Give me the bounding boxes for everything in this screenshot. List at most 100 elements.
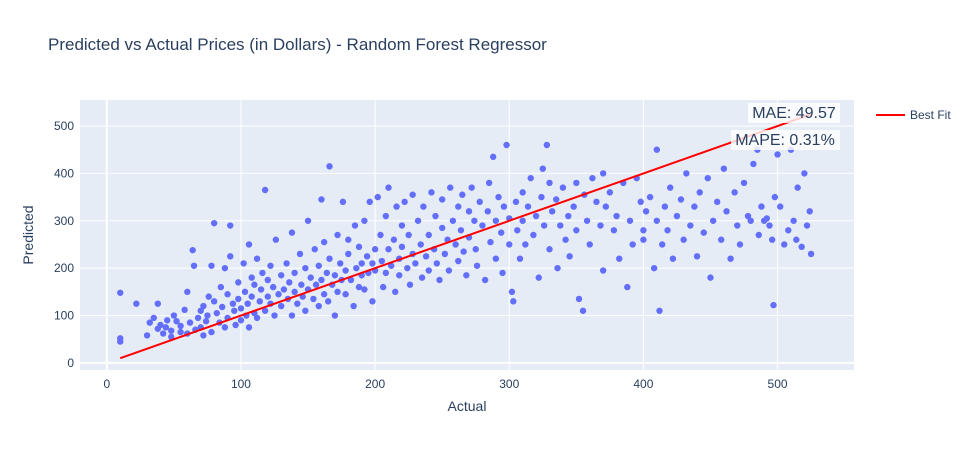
scatter-point[interactable] [452,241,459,248]
scatter-point[interactable] [342,291,349,298]
scatter-point[interactable] [503,141,510,149]
scatter-point[interactable] [597,222,604,229]
scatter-point[interactable] [369,298,376,305]
scatter-point[interactable] [599,267,607,274]
scatter-point[interactable] [235,279,242,286]
scatter-point[interactable] [184,288,191,296]
scatter-point[interactable] [168,333,175,341]
scatter-point[interactable] [418,274,426,281]
scatter-point[interactable] [781,241,788,248]
scatter-point[interactable] [363,253,371,260]
scatter-point[interactable] [414,217,422,224]
scatter-point[interactable] [224,291,231,298]
scatter-point[interactable] [326,255,333,262]
scatter-point[interactable] [473,262,481,269]
scatter-point[interactable] [312,281,320,288]
scatter-point[interactable] [235,295,242,303]
scatter-point[interactable] [396,272,403,279]
scatter-point[interactable] [267,262,274,269]
scatter-point[interactable] [318,276,325,284]
scatter-point[interactable] [562,236,569,243]
scatter-point[interactable] [519,189,526,196]
scatter-point[interactable] [257,286,265,293]
scatter-point[interactable] [750,160,757,168]
scatter-point[interactable] [302,307,309,314]
scatter-point[interactable] [455,257,462,265]
scatter-point[interactable] [210,298,218,305]
scatter-point[interactable] [646,193,654,201]
scatter-point[interactable] [557,222,564,229]
scatter-point[interactable] [310,295,317,303]
scatter-point[interactable] [449,217,457,224]
scatter-point[interactable] [412,260,419,267]
scatter-point[interactable] [351,222,359,229]
scatter-point[interactable] [261,186,269,194]
scatter-point[interactable] [307,274,314,281]
scatter-point[interactable] [723,208,730,215]
scatter-point[interactable] [420,203,427,210]
scatter-point[interactable] [535,274,542,281]
scatter-point[interactable] [771,193,779,201]
scatter-point[interactable] [463,272,470,279]
scatter-points[interactable] [117,141,815,345]
scatter-point[interactable] [355,243,363,251]
scatter-point[interactable] [616,255,623,262]
scatter-point[interactable] [763,215,771,222]
scatter-point[interactable] [459,191,466,198]
scatter-point[interactable] [378,257,386,265]
scatter-point[interactable] [311,246,318,253]
scatter-point[interactable] [479,222,486,229]
scatter-point[interactable] [382,269,390,277]
scatter-point[interactable] [259,269,266,277]
scatter-point[interactable] [650,264,658,272]
scatter-point[interactable] [774,151,781,158]
scatter-point[interactable] [747,217,754,224]
scatter-point[interactable] [291,269,298,277]
scatter-point[interactable] [409,191,416,198]
scatter-point[interactable] [514,227,521,234]
scatter-point[interactable] [186,319,194,326]
scatter-point[interactable] [347,276,355,284]
scatter-point[interactable] [269,283,277,291]
scatter-point[interactable] [575,295,583,303]
scatter-point[interactable] [758,203,765,210]
scatter-point[interactable] [159,330,167,337]
scatter-point[interactable] [465,208,473,215]
scatter-point[interactable] [492,217,500,224]
scatter-point[interactable] [361,286,368,293]
legend[interactable]: Best Fit [876,108,951,122]
scatter-point[interactable] [318,196,325,203]
scatter-point[interactable] [736,241,744,248]
scatter-point[interactable] [700,229,707,236]
scatter-point[interactable] [428,189,435,196]
scatter-point[interactable] [602,203,610,210]
scatter-point[interactable] [524,203,532,210]
scatter-point[interactable] [320,291,328,298]
scatter-point[interactable] [353,264,360,272]
scatter-point[interactable] [704,174,711,182]
scatter-point[interactable] [345,236,352,243]
scatter-point[interactable] [361,217,368,224]
scatter-point[interactable] [740,179,748,187]
scatter-point[interactable] [283,260,290,267]
scatter-point[interactable] [253,255,261,262]
scatter-point[interactable] [565,212,572,220]
scatter-point[interactable] [445,267,453,274]
scatter-point[interactable] [331,272,339,279]
scatter-point[interactable] [245,324,253,331]
scatter-point[interactable] [472,246,479,253]
scatter-point[interactable] [334,288,341,296]
scatter-point[interactable] [385,246,392,253]
scatter-point[interactable] [586,241,593,248]
scatter-point[interactable] [405,231,412,239]
scatter-point[interactable] [438,196,446,203]
scatter-point[interactable] [244,300,251,307]
scatter-point[interactable] [543,141,551,149]
scatter-point[interactable] [117,289,124,296]
scatter-point[interactable] [481,276,489,284]
scatter-point[interactable] [489,153,497,161]
scatter-point[interactable] [691,203,698,210]
scatter-point[interactable] [264,276,271,284]
scatter-point[interactable] [190,262,198,269]
scatter-point[interactable] [680,236,687,243]
